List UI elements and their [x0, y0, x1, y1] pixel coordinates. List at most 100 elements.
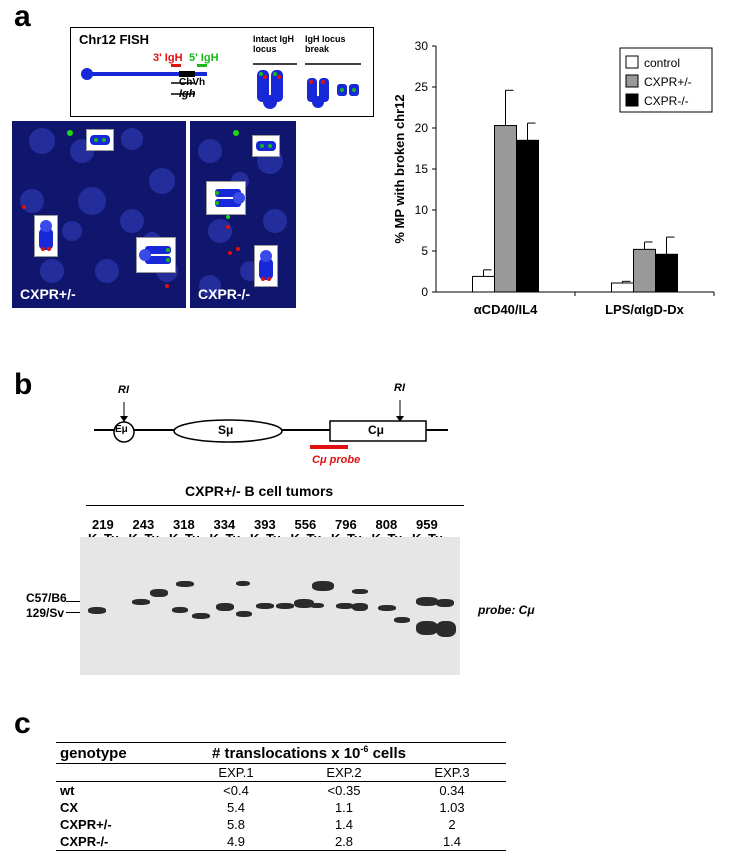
blot-band — [176, 581, 194, 587]
blot-band — [378, 605, 396, 611]
marker-tick-bottom — [66, 612, 80, 613]
bar — [611, 282, 634, 293]
tumor-number: 243 — [132, 517, 155, 532]
blot-band — [352, 589, 368, 594]
igh-label: Igh — [179, 88, 196, 100]
y-tick-label: 20 — [415, 121, 429, 135]
marker-129: 129/Sv — [26, 606, 65, 620]
tumor-number: 318 — [173, 517, 195, 532]
emu-label: Eμ — [115, 424, 128, 435]
exp-1: EXP.1 — [182, 763, 290, 782]
y-tick-label: 25 — [415, 80, 429, 94]
micrograph-label-2: CXPR-/- — [198, 286, 251, 302]
blot-band — [336, 603, 354, 609]
blot-band — [436, 621, 456, 637]
blot-band — [150, 589, 168, 597]
blot-band — [216, 603, 234, 611]
blot-band — [132, 599, 150, 605]
tumor-number: 796 — [335, 517, 357, 532]
translocation-table: genotype # translocations x 10-6 cells E… — [56, 742, 506, 851]
fish-schematic: Chr12 FISH 3' IgH 5' IgH ChVh Igh Intact… — [70, 27, 374, 117]
blot-band — [312, 581, 334, 591]
blot-band — [294, 599, 314, 608]
legend-label: CXPR+/- — [644, 75, 692, 89]
bar — [516, 139, 539, 293]
category-label: αCD40/IL4 — [474, 302, 538, 317]
legend-swatch — [625, 55, 639, 69]
table-row: CX 5.4 1.1 1.03 — [60, 800, 465, 815]
tumor-number: 959 — [416, 517, 438, 532]
bar — [494, 125, 517, 293]
probe-3-label: 3' IgH — [153, 52, 183, 64]
bar — [472, 275, 495, 293]
blot-divider — [86, 505, 464, 506]
table-row: CXPR+/- 5.8 1.4 2 — [60, 817, 456, 832]
legend-swatch — [625, 93, 639, 107]
legend-label: CXPR-/- — [644, 94, 689, 108]
y-tick-label: 30 — [415, 39, 429, 53]
inset-intact — [254, 245, 278, 287]
legend-label: control — [644, 56, 680, 70]
marker-tick-top — [66, 601, 80, 602]
chvh-label: ChVh — [179, 77, 206, 88]
ri-left-label: RI — [118, 384, 129, 396]
blot-probe-label: probe: Cμ — [478, 603, 535, 617]
blot-band — [172, 607, 188, 613]
blot-band — [88, 607, 106, 614]
category-label: LPS/αIgD-Dx — [605, 302, 685, 317]
blot-title: CXPR+/- B cell tumors — [185, 483, 334, 499]
tumor-number: 334 — [213, 517, 236, 532]
blot-band — [192, 613, 210, 619]
probe-5-label: 5' IgH — [189, 52, 219, 64]
tumor-number: 393 — [254, 517, 276, 532]
chromosome-diagram — [81, 63, 361, 109]
micrograph-cxpr-het: CXPR+/- — [12, 121, 186, 308]
inset-broken — [252, 135, 280, 157]
ri-right-label: RI — [394, 382, 405, 394]
inset-intact — [34, 215, 58, 257]
bar — [633, 248, 656, 293]
col-translocations: # translocations x 10-6 cells — [182, 742, 506, 764]
bar-chart: 0 5 10 15 20 25 30 % MP with broken chr12 αCD40/… — [392, 39, 715, 317]
y-tick-label: 10 — [415, 203, 429, 217]
locus-break-label: IgH locus break — [305, 34, 346, 54]
blot-band — [256, 603, 274, 609]
inset-broken-2 — [136, 237, 176, 273]
southern-blot — [80, 537, 460, 675]
blot-band — [236, 581, 250, 586]
smu-label: Sμ — [218, 423, 234, 437]
blot-band — [310, 603, 324, 608]
y-tick-label: 0 — [421, 285, 428, 299]
bar — [655, 253, 678, 293]
probe-label: Cμ probe — [312, 454, 361, 466]
panel-label-a: a — [14, 0, 31, 33]
tumor-number: 808 — [375, 517, 398, 532]
blot-band — [352, 603, 368, 611]
micrograph-label-1: CXPR+/- — [20, 286, 76, 302]
table-row: wt <0.4 <0.35 0.34 — [60, 783, 465, 798]
blot-band — [236, 611, 252, 617]
fish-title: Chr12 FISH — [79, 32, 150, 47]
inset-broken — [86, 129, 114, 151]
chart-axes: 0 5 10 15 20 25 30 % MP with broken chr12 αCD40/… — [392, 39, 715, 317]
blot-band — [394, 617, 410, 623]
chart-bars — [472, 89, 678, 293]
exp-2: EXP.2 — [290, 763, 398, 782]
chart-legend: control CXPR+/- CXPR-/- — [619, 47, 713, 113]
blot-band — [276, 603, 294, 609]
y-axis-label: % MP with broken chr12 — [392, 94, 407, 243]
blot-band — [416, 621, 438, 635]
table-row: CXPR-/- 4.9 2.8 1.4 — [56, 833, 506, 851]
legend-swatch — [625, 74, 639, 88]
panel-label-b: b — [14, 368, 33, 401]
y-tick-label: 15 — [415, 162, 429, 176]
intact-locus-label: Intact IgH locus — [253, 34, 295, 54]
micrograph-cxpr-null: CXPR-/- — [190, 121, 296, 308]
tumor-number: 556 — [294, 517, 317, 532]
cmu-label: Cμ — [368, 423, 385, 437]
col-genotype: genotype — [56, 742, 182, 764]
exp-3: EXP.3 — [398, 763, 506, 782]
marker-c57: C57/B6 — [26, 591, 67, 605]
blot-band — [436, 599, 454, 607]
tumor-number: 219 — [92, 517, 114, 532]
